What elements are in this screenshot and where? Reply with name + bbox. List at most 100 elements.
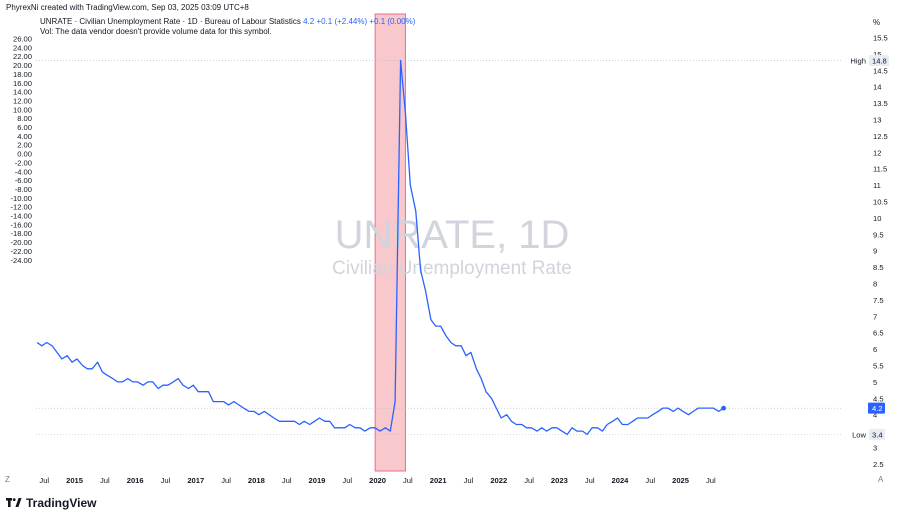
watermark-title: UNRATE, 1D	[335, 213, 570, 257]
right-axis-tick: 9.5	[873, 230, 884, 239]
auto-scale-button[interactable]: A	[878, 475, 884, 484]
right-axis-tick: 8.5	[873, 263, 884, 272]
right-axis-tick: 10	[873, 214, 881, 223]
right-axis-tick: 9	[873, 247, 877, 256]
tradingview-logo-text: TradingView	[26, 496, 97, 510]
watermark-subtitle: Civilian Unemployment Rate	[332, 258, 572, 279]
x-axis-tick: 2024	[612, 476, 630, 485]
last-value: 4.2	[303, 17, 315, 26]
x-axis-tick: Jul	[706, 476, 716, 485]
right-axis-tick: 6.5	[873, 329, 884, 338]
right-axis-tick: 11	[873, 181, 881, 190]
x-axis-tick: 2019	[309, 476, 326, 485]
left-axis-tick: 4.00	[17, 132, 32, 141]
right-axis-tick: 13.5	[873, 99, 888, 108]
low-label: Low	[852, 430, 866, 439]
x-axis-tick: 2025	[672, 476, 690, 485]
left-axis-tick: -2.00	[15, 158, 32, 167]
left-axis-tick: 2.00	[17, 141, 32, 150]
left-axis-tick: 16.00	[13, 79, 32, 88]
right-axis-tick: 6	[873, 345, 877, 354]
x-axis-tick: 2018	[248, 476, 265, 485]
left-axis-tick: -14.00	[10, 212, 32, 221]
x-axis-tick: Jul	[464, 476, 474, 485]
last-point-marker[interactable]	[721, 405, 726, 411]
right-axis-tick: 7	[873, 312, 877, 321]
x-axis-tick: 2021	[430, 476, 448, 485]
left-axis-tick: 14.00	[13, 88, 32, 97]
right-axis-tick: 7.5	[873, 296, 884, 305]
left-axis-tick: -10.00	[10, 194, 32, 203]
last-value-badge-text: 4.2	[872, 404, 883, 413]
tradingview-logo-icon	[6, 498, 22, 507]
change-value-2: +0.1 (0.00%)	[369, 17, 416, 26]
high-value-badge	[869, 54, 889, 66]
x-axis-tick: 2017	[187, 476, 204, 485]
x-axis-tick: Jul	[161, 476, 171, 485]
symbol-line: UNRATE · Civilian Unemployment Rate · 1D…	[40, 17, 301, 26]
change-value: +0.1 (+2.44%)	[316, 17, 368, 26]
left-axis-tick: -6.00	[15, 176, 32, 185]
x-axis-tick: Jul	[645, 476, 655, 485]
left-axis-tick: 24.00	[13, 43, 32, 52]
right-axis-tick: 13	[873, 116, 881, 125]
left-axis-tick: 8.00	[17, 114, 32, 123]
high-value: 14.8	[872, 56, 887, 65]
x-axis-tick: Jul	[585, 476, 595, 485]
right-axis-tick: 11.5	[873, 165, 887, 174]
x-axis-tick: Jul	[524, 476, 534, 485]
chart-credit: PhyrexNi created with TradingView.com, S…	[6, 3, 249, 12]
right-axis-tick: 3	[873, 444, 877, 453]
corner-left-label: Z	[5, 475, 10, 484]
x-axis-tick: 2023	[551, 476, 568, 485]
left-axis-tick: 26.00	[13, 35, 32, 44]
left-axis-tick: -4.00	[15, 167, 32, 176]
x-axis-tick: 2015	[66, 476, 84, 485]
right-axis-unit: %	[873, 18, 881, 27]
unemployment-series-line[interactable]	[36, 59, 724, 436]
x-axis-tick: 2016	[127, 476, 144, 485]
left-axis-tick: -24.00	[10, 256, 32, 265]
x-axis-tick: Jul	[39, 476, 49, 485]
left-axis-tick: -18.00	[10, 229, 32, 238]
x-axis-tick: 2020	[369, 476, 386, 485]
right-axis-tick: 2.5	[873, 460, 884, 469]
x-axis-tick: Jul	[282, 476, 292, 485]
right-axis-tick: 15	[873, 50, 881, 59]
left-axis-tick: 0.00	[17, 150, 32, 159]
volume-note: Vol: The data vendor doesn't provide vol…	[40, 27, 272, 36]
x-axis-tick: Jul	[221, 476, 231, 485]
high-label: High	[850, 56, 866, 65]
low-value: 3.4	[872, 430, 883, 439]
x-axis-tick: Jul	[342, 476, 352, 485]
low-value-badge	[869, 428, 885, 440]
left-axis-tick: 6.00	[17, 123, 32, 132]
left-axis-tick: -22.00	[10, 247, 32, 256]
symbol-legend[interactable]: UNRATE · Civilian Unemployment Rate · 1D…	[40, 17, 415, 26]
x-axis-tick: Jul	[403, 476, 413, 485]
right-axis-tick: 12.5	[873, 132, 888, 141]
left-axis-tick: 18.00	[13, 70, 32, 79]
right-axis-tick: 12	[873, 148, 881, 157]
right-axis-tick: 10.5	[873, 198, 888, 207]
right-axis-tick: 8	[873, 280, 877, 289]
right-axis-tick: 14	[873, 83, 881, 92]
last-value-badge	[868, 402, 885, 414]
right-axis-tick: 5.5	[873, 362, 884, 371]
left-axis-tick: 12.00	[13, 96, 32, 105]
left-axis-tick: -16.00	[10, 220, 32, 229]
tradingview-logo: TradingView	[6, 496, 96, 510]
right-axis-tick: 5	[873, 378, 877, 387]
left-axis-tick: -12.00	[10, 203, 32, 212]
left-axis-tick: -20.00	[10, 238, 32, 247]
left-axis-tick: 10.00	[13, 105, 32, 114]
left-axis-tick: -8.00	[15, 185, 32, 194]
right-axis-tick: 14.5	[873, 66, 888, 75]
right-axis-tick: 15.5	[873, 34, 888, 43]
left-axis-tick: 20.00	[13, 61, 32, 70]
x-axis-tick: Jul	[100, 476, 110, 485]
x-axis-tick: 2022	[490, 476, 507, 485]
left-axis-tick: 22.00	[13, 52, 32, 61]
right-axis-tick: 4.5	[873, 394, 884, 403]
